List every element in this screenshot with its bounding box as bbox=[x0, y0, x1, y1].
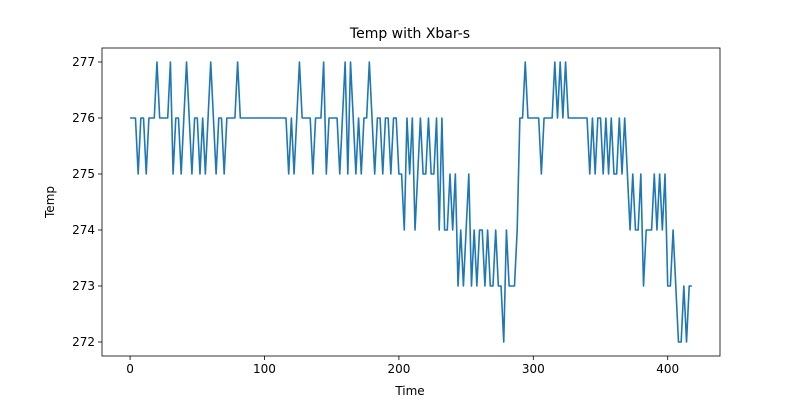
y-tick-label: 275 bbox=[72, 167, 95, 181]
data-line bbox=[130, 61, 692, 343]
chart-title: Temp with Xbar-s bbox=[349, 26, 470, 42]
x-tick-label: 0 bbox=[126, 362, 134, 376]
x-tick-label: 400 bbox=[656, 362, 679, 376]
x-tick-label: 300 bbox=[522, 362, 545, 376]
y-axis-label: Temp bbox=[43, 186, 57, 219]
plot-frame bbox=[101, 47, 721, 357]
y-tick-label: 273 bbox=[72, 279, 95, 293]
y-tick-label: 272 bbox=[72, 335, 95, 349]
x-tick-label: 200 bbox=[387, 362, 410, 376]
y-tick-label: 277 bbox=[72, 55, 95, 69]
y-tick-label: 276 bbox=[72, 111, 95, 125]
x-axis-label: Time bbox=[394, 384, 424, 398]
y-tick-label: 274 bbox=[72, 223, 95, 237]
x-tick-label: 100 bbox=[253, 362, 276, 376]
